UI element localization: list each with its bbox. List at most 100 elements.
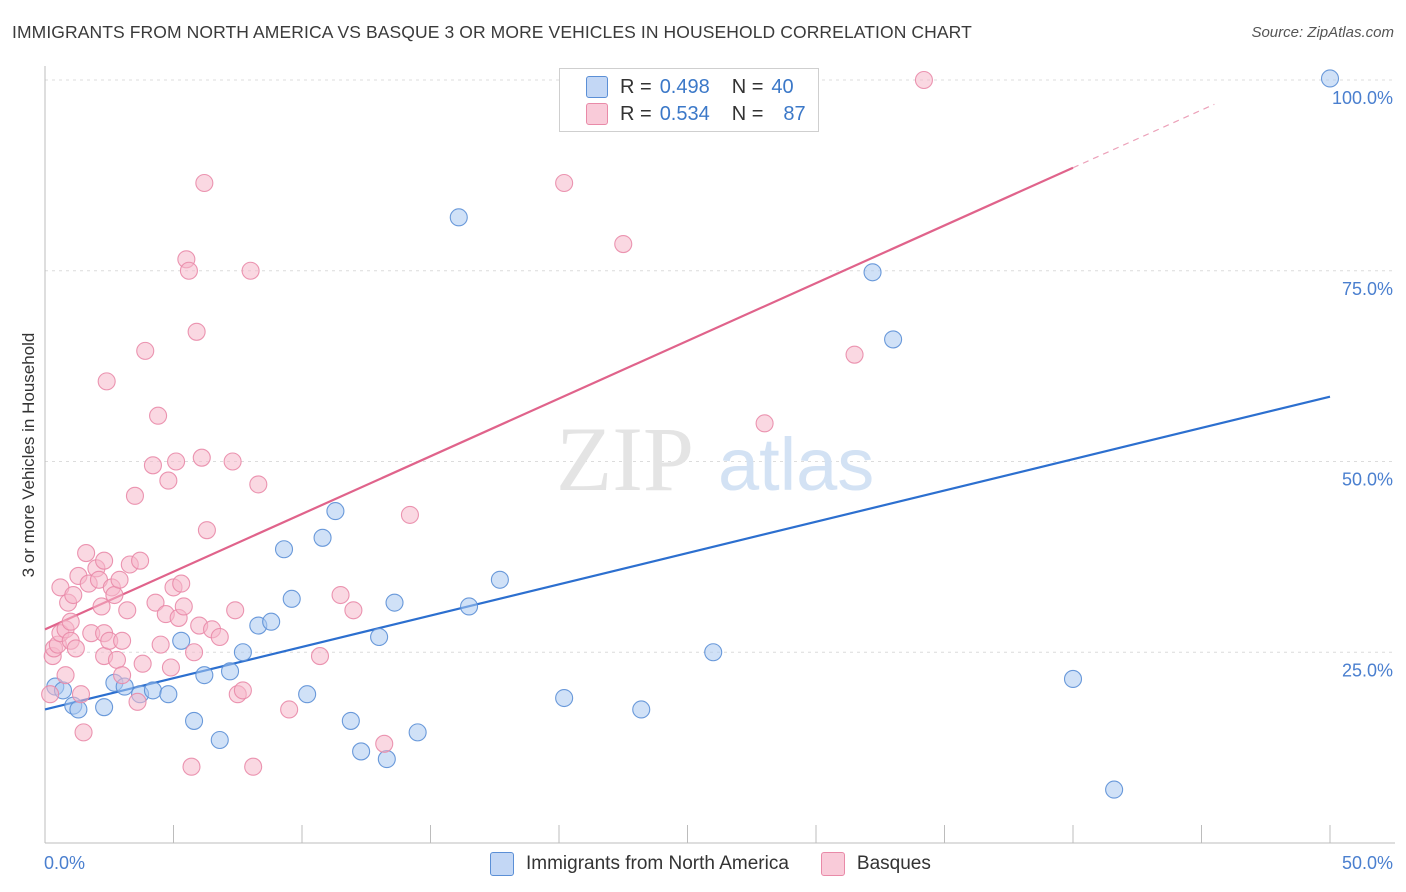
point-basques [167,452,186,471]
point-basques [310,647,330,666]
point-north-america [220,662,240,681]
point-north-america [490,570,509,589]
point-north-america [632,700,651,719]
point-north-america [313,528,332,547]
point-north-america [377,750,396,769]
y-axis-title: 3 or more Vehicles in Household [19,333,38,578]
point-basques [197,521,216,540]
point-north-america [143,681,162,700]
axes [44,66,1395,844]
legend-n-value: 87 [783,102,806,125]
point-north-america [262,612,281,631]
legend-swatch-pink [820,852,845,876]
point-basques [136,341,155,360]
point-north-america [172,631,191,650]
legend-row-north-america: R = 0.498 N = 40 [560,73,794,101]
y-tick-label: 50.0% [1342,470,1393,490]
chart-title: IMMIGRANTS FROM NORTH AMERICA VS BASQUE … [12,22,972,42]
gridlines [45,79,1395,653]
point-basques [151,635,170,654]
point-basques [105,585,124,605]
point-basques [159,471,178,490]
point-north-america [298,685,317,704]
point-basques [56,666,75,685]
y-tick-label: 75.0% [1342,279,1393,299]
point-basques [241,261,260,280]
point-basques [61,612,80,631]
point-basques [74,723,93,742]
point-north-america [352,742,371,761]
point-north-america [704,643,723,662]
point-basques [179,261,198,280]
point-north-america [1063,669,1083,689]
point-basques [64,585,83,605]
trend-lines [44,103,1331,711]
point-basques [128,692,147,711]
point-basques [845,345,864,364]
legend-swatch-blue [586,76,608,98]
point-basques [110,570,129,589]
point-north-america [210,730,229,750]
legend-r-value: 0.534 [659,102,710,125]
point-basques [249,475,268,494]
point-basques [146,593,165,612]
point-basques [71,685,91,704]
trend-line-basques-extension [1072,103,1215,169]
tick-labels: 25.0% 50.0% 75.0% 100.0% 0.0% 50.0% [44,88,1393,873]
legend-n-label: N = [731,102,764,125]
point-basques [113,631,132,650]
point-north-america [69,700,88,719]
legend-n-label: N = [731,75,764,98]
point-basques [172,574,191,593]
point-basques [226,601,245,620]
point-north-america [555,688,574,708]
point-basques [174,597,193,616]
trend-line-north-america [44,395,1331,711]
point-north-america [282,589,301,608]
point-basques [161,658,180,677]
legend-r-label: R = [620,102,652,125]
point-basques [375,734,394,753]
legend-item-north-america: Immigrants from North America [490,852,789,876]
point-north-america [159,685,178,704]
point-north-america [1105,780,1124,799]
point-basques [41,685,60,704]
data-points [41,69,1340,799]
point-north-america [185,711,204,730]
point-basques [244,757,263,776]
point-basques [223,452,242,471]
point-north-america [385,593,404,612]
legend-swatch-blue [490,852,514,876]
legend-label: Basques [856,853,931,874]
legend-r-value: 0.498 [659,75,710,98]
x-tick-label: 50.0% [1342,853,1393,873]
source-credit: Source: ZipAtlas.com [1251,24,1394,41]
point-basques [914,70,933,90]
point-basques [344,601,363,620]
point-basques [66,639,85,658]
y-tick-label: 25.0% [1342,660,1393,680]
point-north-america [370,627,389,647]
point-north-america [95,698,114,717]
trend-line-basques [44,166,1074,631]
legend-item-basques: Basques [820,852,931,876]
x-tick-label: 0.0% [44,853,85,873]
point-basques [125,486,144,505]
point-north-america [408,723,427,742]
point-basques [118,601,137,620]
watermark: ZIP atlas [556,408,874,510]
point-basques [400,505,419,524]
point-basques [92,597,111,616]
series-legend: Immigrants from North America Basques [490,852,963,876]
legend-n-value: 40 [771,75,794,98]
stats-legend: R = 0.498 N = 40 R = 0.534 N = 87 [559,68,819,132]
point-basques [187,322,206,341]
point-north-america [233,643,252,662]
point-north-america [195,666,214,685]
point-basques [131,551,150,570]
legend-label: Immigrants from North America [526,853,789,874]
legend-r-label: R = [620,75,652,98]
point-basques [143,456,162,475]
legend-row-basques: R = 0.534 N = 87 [560,100,806,128]
